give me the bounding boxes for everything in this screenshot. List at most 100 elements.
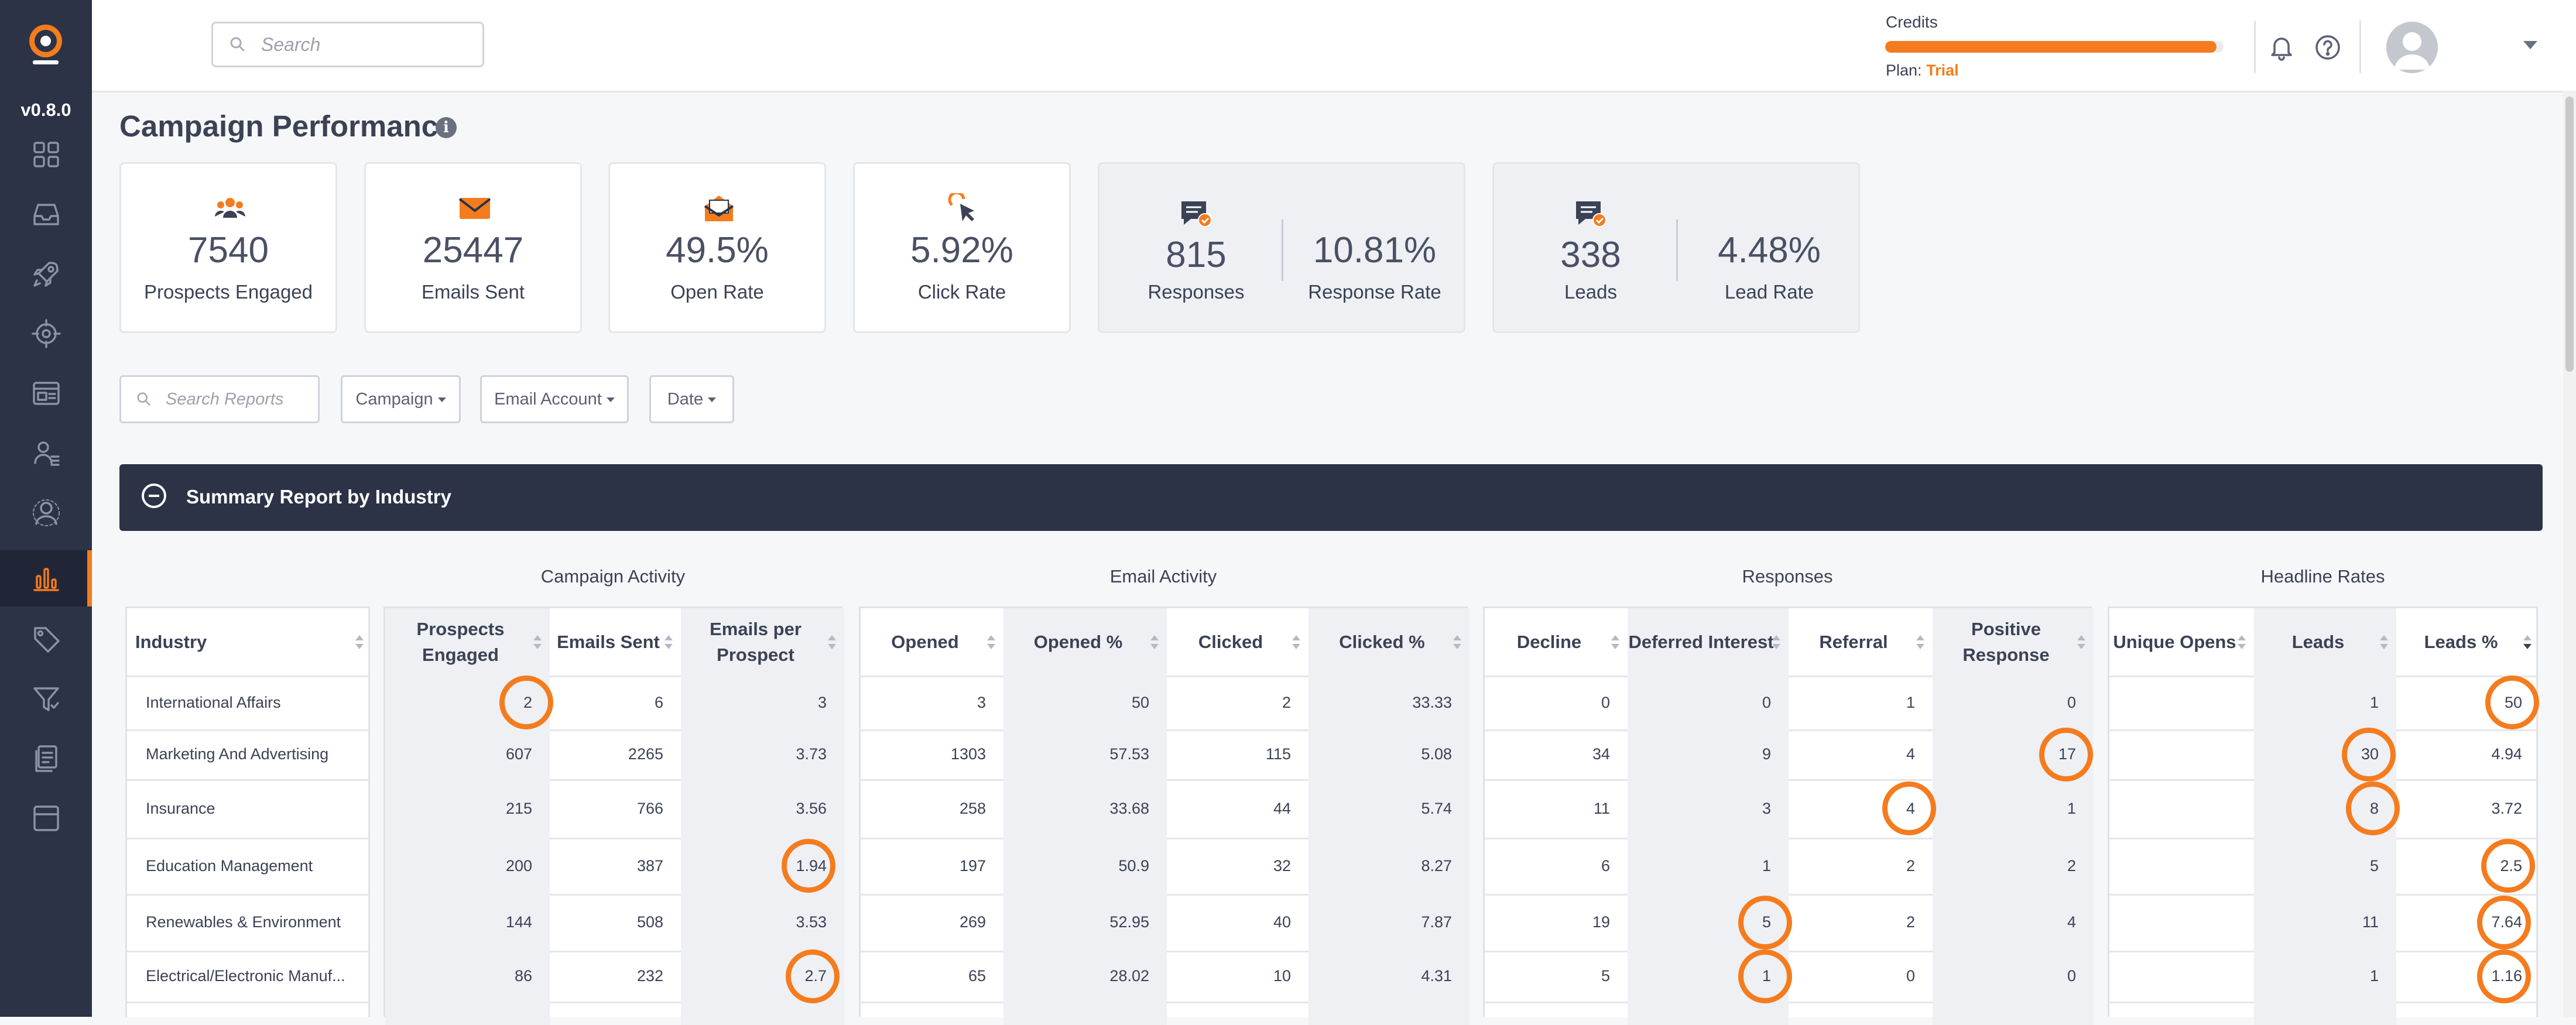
sidebar-item-browser-window[interactable] <box>0 365 92 421</box>
sidebar-item-inbox[interactable] <box>0 186 92 242</box>
sort-icon[interactable] <box>987 632 995 653</box>
table-row: Renewables & Environment <box>127 894 368 952</box>
sidebar-item-documents[interactable] <box>0 731 92 787</box>
sort-icon[interactable] <box>1453 632 1461 653</box>
table-cell-opened: 269 <box>959 913 986 931</box>
column-header-opened[interactable]: Opened <box>861 608 1003 676</box>
contacts-icon <box>33 441 60 466</box>
column-header-positive-response[interactable]: Positive Response <box>1933 608 2094 676</box>
global-search-input[interactable]: Search <box>211 22 484 67</box>
campaign-filter-dropdown[interactable]: Campaign <box>341 375 461 423</box>
column-header-unique-opens[interactable]: Unique Opens <box>2109 608 2254 676</box>
column-header-decline[interactable]: Decline <box>1485 608 1628 676</box>
sort-icon[interactable] <box>2077 632 2085 653</box>
sidebar-item-dashboard[interactable] <box>0 126 92 183</box>
sort-icon[interactable] <box>355 632 364 653</box>
sort-icon[interactable] <box>1772 632 1780 653</box>
sort-icon[interactable] <box>1292 632 1300 653</box>
table-cell-deferred-interest <box>1628 1002 1789 1025</box>
app-logo-icon[interactable] <box>23 21 68 67</box>
stat-card-prospects-engaged: 7540 Prospects Engaged <box>119 162 337 333</box>
summary-report-header[interactable]: Summary Report by Industry <box>119 464 2543 531</box>
table-cell-leads: 30 <box>2254 729 2396 779</box>
help-icon[interactable] <box>2313 33 2342 62</box>
sort-icon[interactable] <box>1916 632 1924 653</box>
sort-icon[interactable] <box>828 632 836 653</box>
stat-label: Click Rate <box>917 281 1006 303</box>
sort-icon[interactable] <box>664 632 673 653</box>
sort-icon[interactable] <box>2523 632 2532 653</box>
sort-icon[interactable] <box>2238 632 2246 653</box>
user-avatar-icon[interactable] <box>2386 22 2438 73</box>
industry-cell[interactable]: Electrical/Electronic Manuf... <box>146 967 345 985</box>
plan-value[interactable]: Trial <box>1926 61 1959 79</box>
search-reports-input[interactable]: Search Reports <box>119 375 320 423</box>
table-cell-deferred-interest: 1 <box>1628 838 1789 894</box>
table-cell-prospects-engaged: 2 <box>385 676 550 729</box>
table-cell-clicked-pct: 7.87 <box>1308 894 1469 951</box>
collapse-icon[interactable] <box>142 484 166 508</box>
sort-icon[interactable] <box>2380 632 2388 653</box>
table-row: 607 2265 3.73 <box>385 729 844 781</box>
table-cell-leads: 8 <box>2254 779 2396 838</box>
column-header-clicked-pct[interactable]: Clicked % <box>1308 608 1469 676</box>
column-header-industry[interactable]: Industry <box>127 608 372 676</box>
user-menu-chevron-down-icon[interactable] <box>2523 41 2537 49</box>
column-header-leads-pct[interactable]: Leads % <box>2396 608 2540 676</box>
topbar-divider <box>2254 20 2256 73</box>
column-header-opened-pct[interactable]: Opened % <box>1003 608 1167 676</box>
table-row: 11 3 4 1 <box>1485 779 2094 839</box>
table-row: 1 50 <box>2109 676 2536 731</box>
column-header-leads[interactable]: Leads <box>2254 608 2396 676</box>
sidebar-item-filter[interactable] <box>0 671 92 727</box>
sidebar-item-tag[interactable] <box>0 611 92 667</box>
table-row: 197 50.9 32 8.27 <box>861 838 1469 896</box>
stat-label: Responses <box>1147 281 1245 303</box>
sidebar-item-bar-chart[interactable] <box>0 550 92 606</box>
column-header-emails-per-prospect[interactable]: Emails per Prospect <box>681 608 844 676</box>
table-cell-clicked: 44 <box>1273 799 1291 817</box>
bell-icon[interactable] <box>2267 33 2296 62</box>
industry-cell[interactable]: Insurance <box>146 799 215 817</box>
date-filter-dropdown[interactable]: Date <box>649 375 734 423</box>
sort-icon[interactable] <box>1611 632 1619 653</box>
column-header-referral[interactable]: Referral <box>1789 608 1933 676</box>
column-header-label: Positive Response <box>1962 618 2050 665</box>
layout-icon <box>33 805 59 831</box>
table-cell-clicked-pct: 4.31 <box>1308 951 1469 1002</box>
table-cell-leads-pct: 2.5 <box>2500 856 2522 875</box>
industry-cell[interactable]: Education Management <box>146 856 313 875</box>
table-cell-prospects-engaged: 607 <box>385 729 550 779</box>
table-row: International Affairs <box>127 676 368 731</box>
column-header-deferred-interest[interactable]: Deferred Interest <box>1628 608 1789 676</box>
chat-check-icon <box>1177 199 1214 229</box>
filter-icon <box>33 687 59 711</box>
email-account-filter-dropdown[interactable]: Email Account <box>480 375 629 423</box>
sort-icon[interactable] <box>533 632 542 653</box>
page-scrollbar-thumb[interactable] <box>2565 97 2574 372</box>
sidebar-item-target[interactable] <box>0 306 92 362</box>
sidebar-item-user-circle[interactable] <box>0 485 92 541</box>
column-header-clicked[interactable]: Clicked <box>1167 608 1308 676</box>
stat-label: Leads <box>1564 281 1617 303</box>
industry-cell[interactable]: International Affairs <box>146 693 281 711</box>
sidebar-item-contacts[interactable] <box>0 425 92 481</box>
industry-cell[interactable]: Marketing And Advertising <box>146 745 329 763</box>
sort-icon[interactable] <box>1150 632 1159 653</box>
industry-cell[interactable] <box>127 1002 368 1025</box>
table-cell-opened: 65 <box>968 967 986 985</box>
table-cell-opened: 1303 <box>950 745 986 763</box>
table-row <box>127 1002 368 1025</box>
table-row: 34 9 4 17 <box>1485 729 2094 781</box>
table-cell-positive-response <box>1933 1002 2094 1025</box>
industry-cell[interactable]: Renewables & Environment <box>146 913 341 931</box>
table-row: 1303 57.53 115 5.08 <box>861 729 1469 781</box>
info-icon[interactable]: i <box>436 117 457 138</box>
table-cell-positive-response: 1 <box>1933 779 2094 838</box>
column-header-emails-sent[interactable]: Emails Sent <box>550 608 681 676</box>
search-icon <box>230 37 245 52</box>
sidebar-item-layout[interactable] <box>0 790 92 846</box>
sidebar-item-rocket[interactable] <box>0 246 92 302</box>
column-header-prospects-engaged[interactable]: Prospects Engaged <box>385 608 550 676</box>
table-cell-prospects-engaged: 86 <box>385 951 550 1002</box>
